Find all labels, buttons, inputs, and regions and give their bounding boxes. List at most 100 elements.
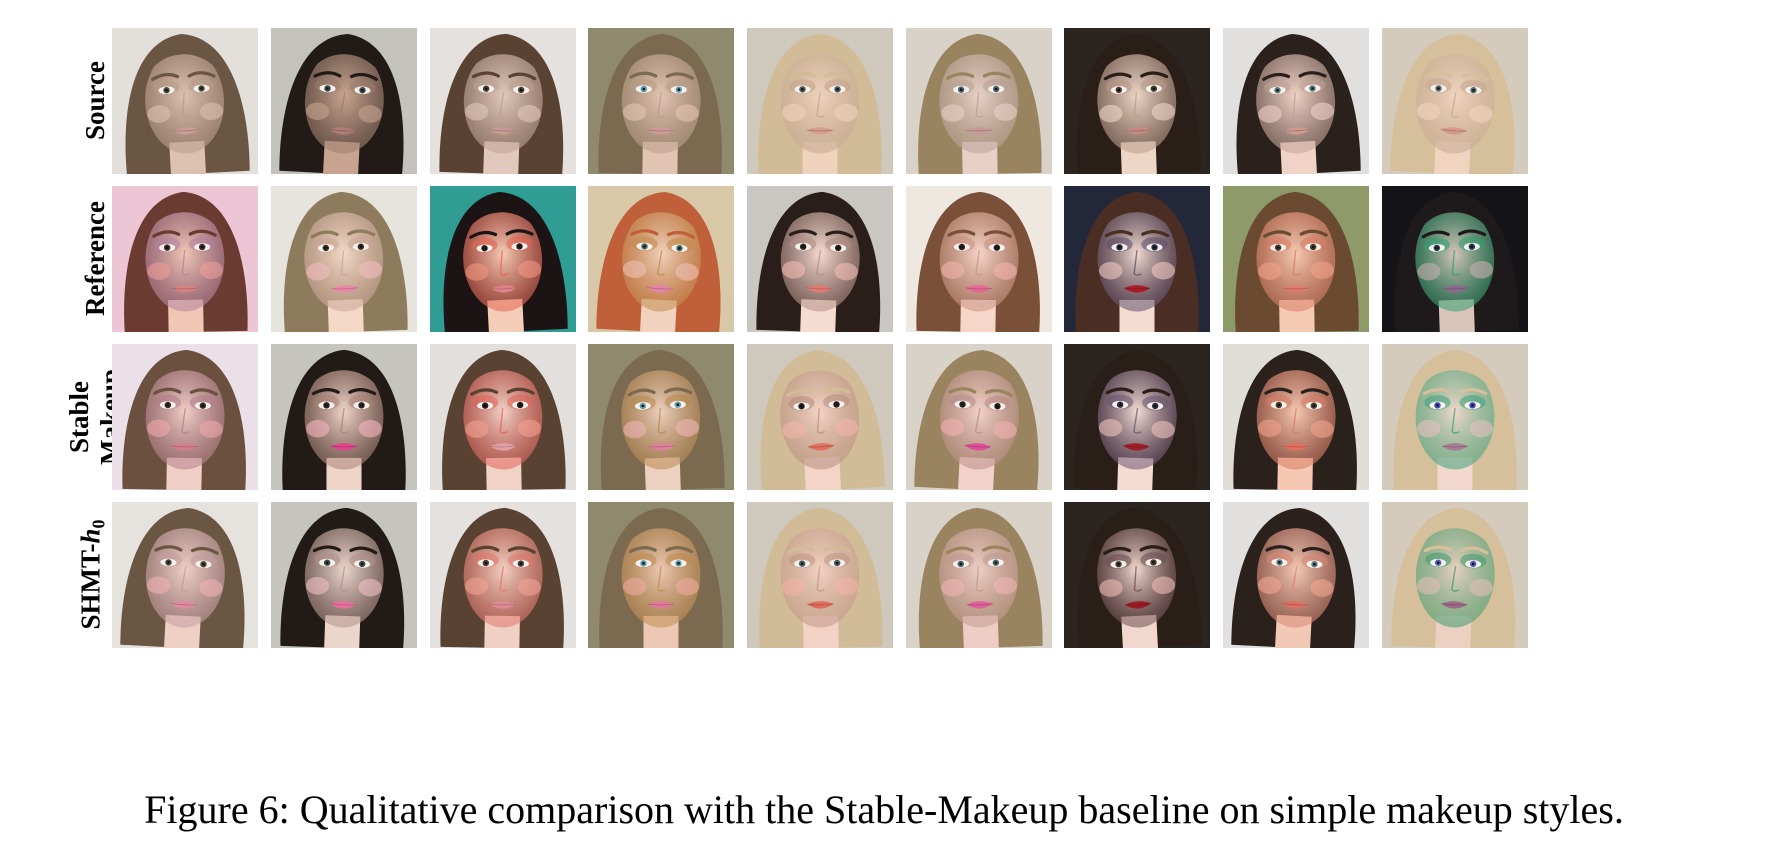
hair-fringe	[939, 358, 1022, 399]
blush-right	[199, 420, 223, 438]
nose	[1133, 566, 1143, 592]
brow-left	[1105, 387, 1134, 395]
lip-line	[647, 603, 675, 606]
nose	[1451, 566, 1460, 592]
lips	[964, 443, 991, 451]
hair-fringe	[1414, 358, 1496, 397]
brow-right	[187, 71, 216, 78]
brow-right	[1139, 545, 1168, 552]
blush-right	[358, 260, 383, 279]
face-image-stable-makeup-col2	[271, 344, 417, 490]
brow-left	[310, 230, 339, 239]
blush-right	[1310, 102, 1335, 121]
lip-line	[1442, 287, 1469, 290]
blush-right	[834, 103, 858, 122]
lips	[1441, 443, 1469, 451]
face-photo	[112, 502, 258, 648]
pupil	[326, 87, 329, 90]
face-photo	[1223, 186, 1369, 332]
pupil	[800, 404, 803, 408]
brow-left	[1103, 72, 1132, 81]
blush-left	[305, 576, 330, 595]
brow-right	[825, 230, 854, 239]
face-image-reference-col1	[112, 186, 258, 332]
lip-line	[966, 129, 993, 132]
pupil	[360, 404, 363, 407]
face-image-reference-col3	[430, 186, 576, 332]
nose	[1292, 250, 1301, 276]
lip-line	[330, 603, 357, 606]
nose	[1292, 408, 1301, 434]
lip-line	[1441, 445, 1469, 448]
pupil	[1278, 561, 1281, 564]
lip-line	[647, 129, 674, 132]
hair-fringe	[1254, 200, 1337, 240]
nose	[816, 250, 825, 276]
brow-left	[1422, 388, 1451, 396]
lip-line	[1440, 129, 1468, 132]
nose	[1450, 92, 1460, 118]
face-image-shmt-col2	[271, 502, 417, 648]
face-photo	[112, 28, 258, 174]
pupil	[518, 245, 521, 248]
face-image-reference-col2	[271, 186, 417, 332]
lip-line	[965, 287, 992, 290]
brow-left	[788, 229, 817, 237]
pupil	[1118, 403, 1122, 407]
face-image-source-col2	[271, 28, 417, 174]
lip-line	[648, 445, 675, 448]
face-photo	[1064, 502, 1210, 648]
lips	[1282, 443, 1309, 451]
face-image-source-col5	[747, 28, 893, 174]
face-photo	[906, 344, 1052, 490]
face-photo	[430, 502, 576, 648]
brow-left	[1423, 545, 1452, 553]
pupil	[325, 404, 328, 407]
pupil	[483, 404, 487, 407]
face-photo	[112, 186, 258, 332]
lips	[1123, 443, 1150, 451]
lip-line	[646, 287, 674, 290]
blush-left	[941, 578, 965, 597]
blush-left	[622, 260, 647, 279]
pupil	[165, 88, 168, 92]
brow-right	[507, 546, 536, 554]
pupil	[167, 561, 170, 564]
row-label-text: SHMT-	[75, 543, 106, 630]
brow-right	[1142, 388, 1171, 397]
face-photo	[588, 502, 734, 648]
brow-right	[347, 229, 376, 237]
brow-right	[349, 546, 378, 555]
pupil	[994, 87, 998, 91]
brow-right	[666, 230, 695, 239]
face-image-stable-makeup-col5	[747, 344, 893, 490]
pupil	[836, 88, 839, 91]
pupil	[1117, 88, 1121, 92]
lip-line	[1124, 129, 1151, 132]
brow-right	[348, 388, 377, 396]
lip-line	[807, 603, 834, 606]
pupil	[1117, 562, 1120, 566]
face-image-stable-makeup-col1	[112, 344, 258, 490]
brow-left	[1264, 387, 1293, 395]
face-image-shmt-col7	[1064, 502, 1210, 648]
face-photo	[906, 28, 1052, 174]
pupil	[677, 88, 681, 91]
pupil	[361, 88, 364, 92]
lip-line	[329, 129, 357, 132]
face-image-reference-col5	[747, 186, 893, 332]
blush-left	[147, 105, 171, 123]
brow-left	[469, 230, 498, 239]
pupil	[1437, 87, 1440, 90]
brow-right	[982, 71, 1011, 79]
hair-fringe	[779, 42, 861, 81]
blush-left	[1099, 579, 1123, 597]
lips	[330, 601, 357, 609]
face-image-reference-col4	[588, 186, 734, 332]
blush-left	[1098, 418, 1123, 437]
lip-line	[1441, 603, 1468, 606]
lip-line	[1282, 445, 1309, 448]
lips	[965, 285, 992, 293]
face-image-reference-col8	[1223, 186, 1369, 332]
nose	[499, 250, 509, 276]
